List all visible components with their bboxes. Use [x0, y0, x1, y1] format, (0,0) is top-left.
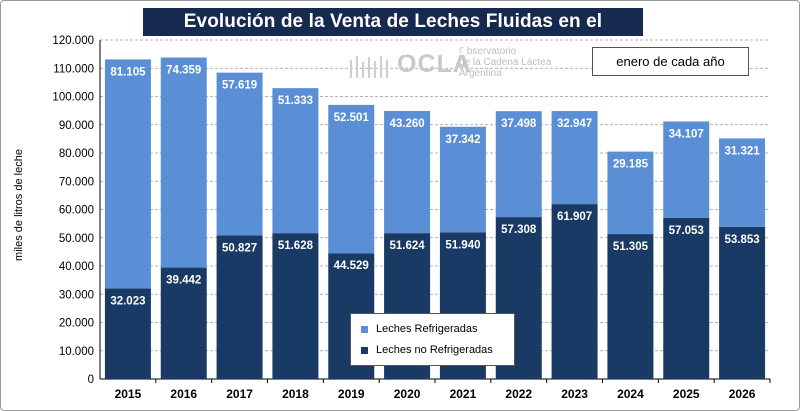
bar-no-refrigeradas	[607, 234, 654, 379]
data-label-refrigeradas: 31.321	[724, 145, 760, 157]
x-tick-label: 2016	[170, 387, 197, 401]
y-tick-label: 90.000	[59, 120, 94, 132]
y-tick-label: 20.000	[59, 318, 94, 330]
bar-refrigeradas	[719, 138, 766, 227]
data-label-no-refrigeradas: 51.624	[389, 240, 425, 252]
bar-refrigeradas	[607, 151, 654, 235]
data-label-refrigeradas: 34.107	[669, 128, 704, 140]
x-tick-label: 2025	[673, 387, 700, 401]
data-label-no-refrigeradas: 51.628	[278, 240, 314, 252]
y-tick-label: 100.000	[52, 92, 94, 104]
x-tick-label: 2024	[617, 387, 644, 401]
period-note: enero de cada año	[592, 47, 749, 76]
bar-refrigeradas	[272, 88, 319, 234]
x-tick-label: 2018	[282, 387, 309, 401]
y-tick-label: 60.000	[59, 205, 94, 217]
x-tick-label: 2021	[450, 387, 477, 401]
y-axis-label: miles de litros de leche	[13, 149, 25, 261]
x-tick-label: 2017	[226, 387, 253, 401]
bar-refrigeradas	[104, 59, 151, 289]
x-tick-label: 2019	[338, 387, 365, 401]
bar-refrigeradas	[663, 121, 710, 218]
watermark-line-2: de la Cadena Láctea	[459, 57, 552, 68]
legend-swatch-refrigeradas	[361, 325, 368, 333]
data-label-refrigeradas: 57.619	[222, 80, 257, 92]
data-label-refrigeradas: 52.501	[334, 112, 370, 124]
bar-refrigeradas	[384, 110, 431, 234]
x-tick-label: 2015	[115, 387, 142, 401]
data-label-refrigeradas: 43.260	[389, 118, 424, 130]
y-tick-label: 110.000	[53, 63, 94, 75]
y-tick-label: 10.000	[59, 346, 94, 358]
data-label-refrigeradas: 51.333	[278, 95, 313, 107]
watermark-subtitle: Observatorio de la Cadena Láctea Argenti…	[459, 46, 569, 79]
data-label-refrigeradas: 37.342	[445, 134, 480, 146]
legend-swatch-no-refrigeradas	[361, 346, 368, 354]
x-tick-label: 2026	[729, 387, 756, 401]
data-label-refrigeradas: 37.498	[501, 118, 537, 130]
legend-item-refrigeradas: Leches Refrigeradas	[361, 322, 478, 336]
legend: Leches Refrigeradas Leches no Refrigerad…	[350, 313, 515, 366]
bar-no-refrigeradas	[160, 267, 207, 379]
y-axis: 0 10.000 20.000 30.000 40.000 50.000 60.000 70.…	[52, 35, 770, 386]
bar-refrigeradas	[439, 126, 486, 233]
bar-refrigeradas	[551, 111, 598, 205]
legend-item-no-refrigeradas: Leches no Refrigeradas	[361, 343, 493, 357]
x-tick-label: 2023	[561, 387, 588, 401]
watermark-name: OCLA	[397, 50, 472, 78]
bar-refrigeradas	[160, 57, 207, 268]
x-axis: 2015 2016 2017 2018 2019 2020 2021 2022 2023 2024…	[115, 379, 771, 401]
legend-label-no-refrigeradas: Leches no Refrigeradas	[376, 344, 493, 356]
data-label-no-refrigeradas: 32.023	[110, 296, 145, 308]
y-tick-label: 0	[88, 374, 94, 386]
ocla-logo-icon	[349, 56, 389, 78]
data-labels: 32.023 81.105 39.442 74.359 50.827 57.619 51.6…	[110, 65, 760, 308]
data-label-no-refrigeradas: 53.853	[724, 234, 759, 246]
data-label-no-refrigeradas: 44.529	[334, 260, 369, 272]
data-label-refrigeradas: 32.947	[557, 118, 592, 130]
data-label-refrigeradas: 29.185	[613, 159, 649, 171]
data-label-no-refrigeradas: 39.442	[166, 275, 201, 287]
bar-no-refrigeradas	[663, 217, 710, 379]
bar-refrigeradas	[216, 72, 263, 236]
data-label-refrigeradas: 74.359	[166, 65, 201, 77]
chart-title: Evolución de la Venta de Leches Fluidas …	[143, 8, 643, 60]
ocla-watermark: OCLA Observatorio de la Cadena Láctea Ar…	[345, 46, 551, 90]
bar-no-refrigeradas	[272, 233, 319, 379]
bar-refrigeradas	[328, 104, 375, 254]
watermark-line-1: Observatorio	[459, 46, 517, 57]
x-tick-label: 2020	[394, 387, 421, 401]
y-tick-label: 40.000	[59, 261, 94, 273]
data-label-refrigeradas: 81.105	[110, 66, 146, 78]
data-label-no-refrigeradas: 51.305	[613, 241, 649, 253]
bar-no-refrigeradas	[216, 235, 263, 379]
bar-refrigeradas	[495, 111, 542, 218]
y-tick-label: 70.000	[59, 176, 94, 188]
y-tick-label: 80.000	[59, 148, 94, 160]
data-label-no-refrigeradas: 51.940	[445, 239, 480, 251]
data-label-no-refrigeradas: 50.827	[222, 242, 257, 254]
legend-label-refrigeradas: Leches Refrigeradas	[376, 323, 478, 335]
bar-no-refrigeradas	[719, 226, 766, 379]
y-tick-label: 30.000	[59, 289, 94, 301]
watermark-line-3: Argentina	[459, 68, 502, 79]
data-label-no-refrigeradas: 61.907	[557, 211, 592, 223]
x-tick-label: 2022	[505, 387, 532, 401]
bar-no-refrigeradas	[104, 288, 151, 379]
data-label-no-refrigeradas: 57.308	[501, 224, 537, 236]
bar-no-refrigeradas	[551, 204, 598, 379]
y-tick-label: 50.000	[59, 233, 94, 245]
data-label-no-refrigeradas: 57.053	[669, 225, 704, 237]
y-tick-label: 120.000	[52, 35, 94, 47]
